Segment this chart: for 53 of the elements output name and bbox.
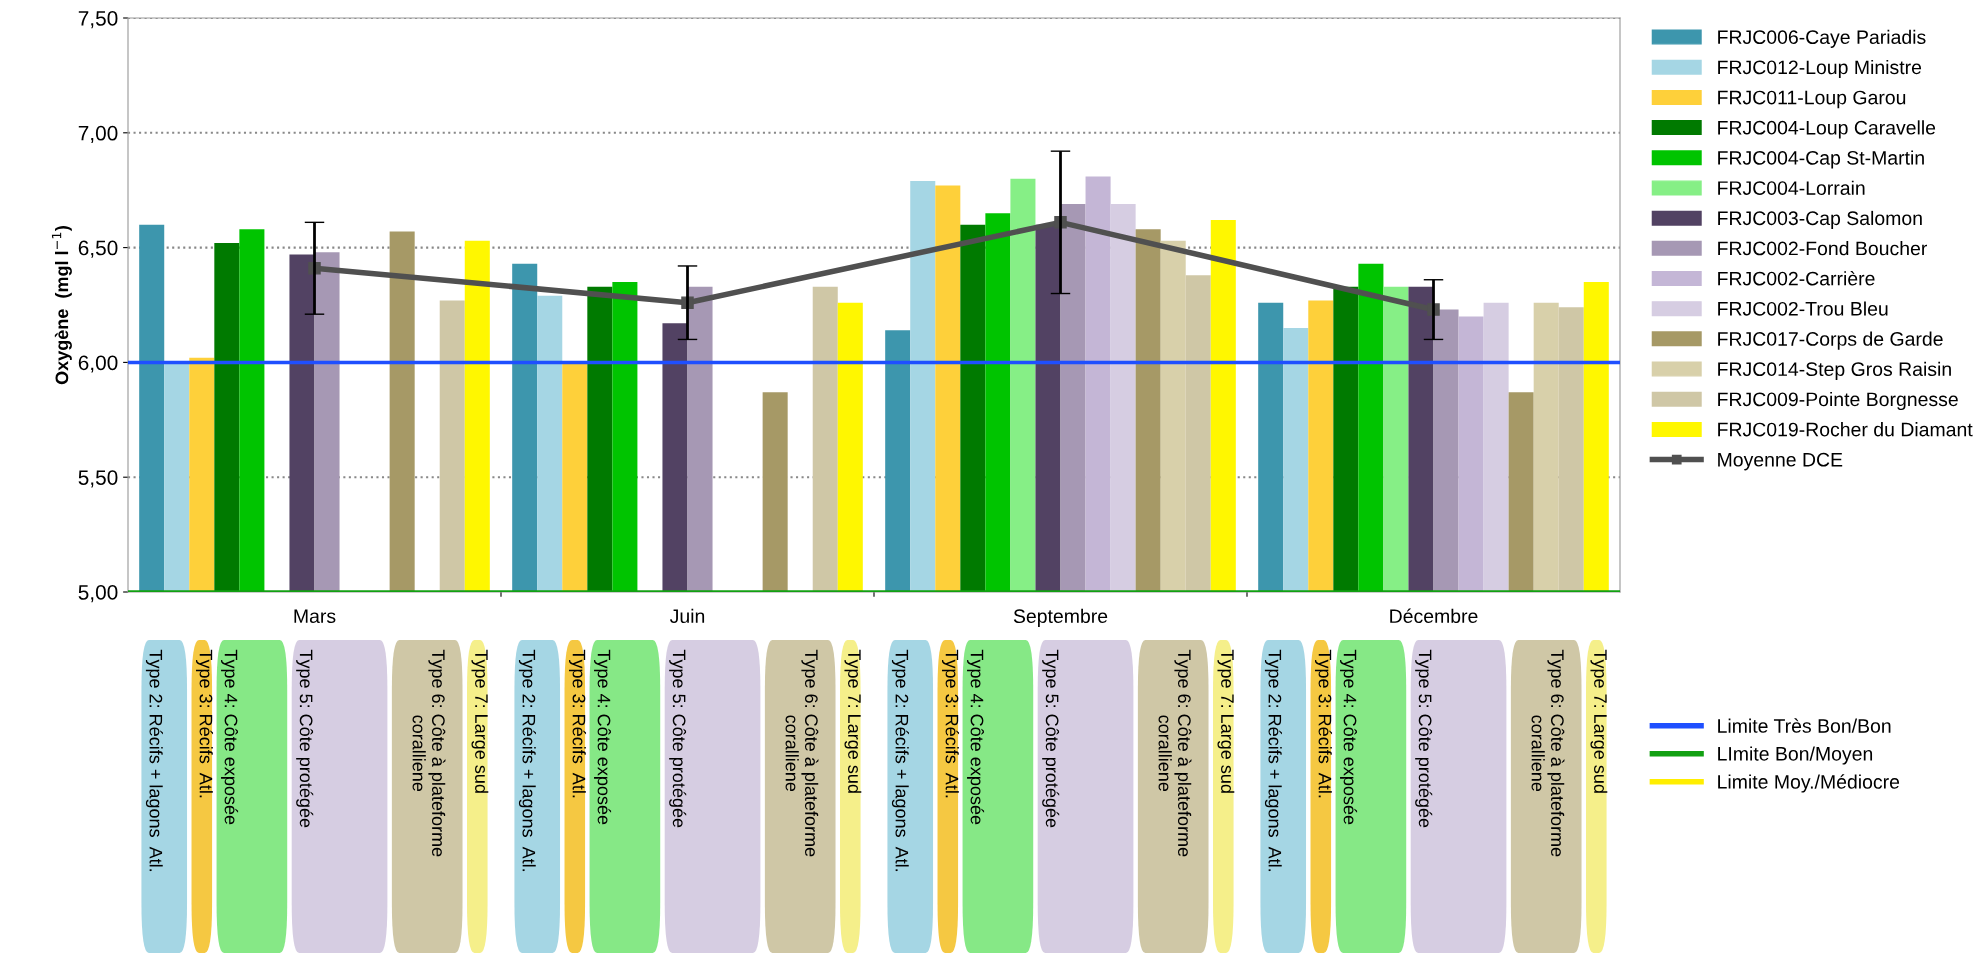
- x-tick-label: Septembre: [1013, 608, 1108, 627]
- text: Type 2: Récifs + lagons Atl.: [891, 649, 909, 872]
- y-tick-label: 5,00: [78, 585, 118, 603]
- y-tick-label: 7,00: [78, 125, 118, 144]
- x-tick-label: Mars: [294, 609, 336, 624]
- text: Type 3: Récifs Atl.: [568, 649, 587, 798]
- text: Type 4: Côte exposée: [221, 649, 239, 825]
- y-tick-label: 7,50: [78, 11, 118, 29]
- x-tick-label: Juin: [669, 608, 705, 624]
- text: Type 7: Large sud: [1590, 649, 1608, 793]
- text: Limite Moy./Médiocre: [1718, 774, 1900, 793]
- text: Type 7: Large sud: [471, 649, 489, 793]
- text: Type 7: Large sud: [1217, 649, 1235, 793]
- y-axis-title: Oxygène (mgl l$^{−1}$): [51, 226, 72, 385]
- legend-label: Limite Très Bon/Bon: [1718, 718, 1891, 733]
- text: Type 7: Large sud: [844, 649, 862, 793]
- legend-label: FRJC017-Corps de Garde: [1718, 331, 1943, 350]
- text: Type 5: Côte protégée: [296, 649, 314, 828]
- text: Type 3: Récifs Atl.: [941, 649, 960, 798]
- text: Type 4: Côte exposée: [594, 649, 612, 825]
- text: Type 5: Côte protégée: [1415, 649, 1433, 828]
- y-tick-label: 6,50: [78, 240, 118, 258]
- legend-label: FRJC003-Cap Salomon: [1718, 210, 1922, 229]
- y-tick-label: 6,00: [78, 355, 118, 373]
- legend-label: Moyenne DCE: [1718, 452, 1843, 471]
- legend-label: FRJC002-Fond Boucher: [1718, 241, 1928, 256]
- text: Type 3: Récifs Atl.: [195, 649, 214, 798]
- text: Type 2: Récifs + lagons Atl.: [145, 649, 163, 872]
- text: Type 5: Côte protégée: [1042, 649, 1060, 828]
- text: Type 4: Côte exposée: [967, 649, 985, 825]
- legend-label: FRJC004-Lorrain: [1718, 180, 1865, 195]
- text: Type 5: Côte protégée: [669, 649, 687, 828]
- legend-label: FRJC004-Loup Caravelle: [1718, 120, 1936, 139]
- text: Type 6: Côte à plateforme coralliene: [1531, 649, 1565, 857]
- x-tick-label: Décembre: [1390, 608, 1478, 624]
- legend-label: FRJC009-Pointe Borgnesse: [1718, 391, 1958, 411]
- legend-label: LImite Bon/Moyen: [1718, 746, 1873, 765]
- legend-label: FRJC014-Step Gros Raisin: [1718, 361, 1951, 380]
- y-tick-label: 5,50: [78, 470, 118, 488]
- legend-label: FRJC004-Cap St-Martin: [1718, 150, 1924, 169]
- legend-label: FRJC002-Trou Bleu: [1718, 301, 1888, 316]
- text: Type 6: Côte à plateforme coralliene: [785, 649, 819, 857]
- legend-label: FRJC002-Carrière: [1718, 270, 1875, 286]
- text: Type 3: Récifs Atl.: [1314, 649, 1333, 798]
- text: Type 6: Côte à plateforme coralliene: [1158, 649, 1192, 857]
- legend-label: FRJC006-Caye Pariadis: [1718, 29, 1926, 48]
- text: Type 4: Côte exposée: [1340, 649, 1358, 825]
- text: Type 2: Récifs + lagons Atl.: [518, 649, 536, 872]
- text: Type 6: Côte à plateforme coralliene: [412, 649, 446, 857]
- legend-label: FRJC011-Loup Garou: [1718, 90, 1906, 109]
- text: Type 2: Récifs + lagons Atl.: [1264, 649, 1282, 872]
- legend-label: FRJC012-Loup Ministre: [1718, 59, 1922, 79]
- legend-label: FRJC019-Rocher du Diamant: [1718, 422, 1973, 437]
